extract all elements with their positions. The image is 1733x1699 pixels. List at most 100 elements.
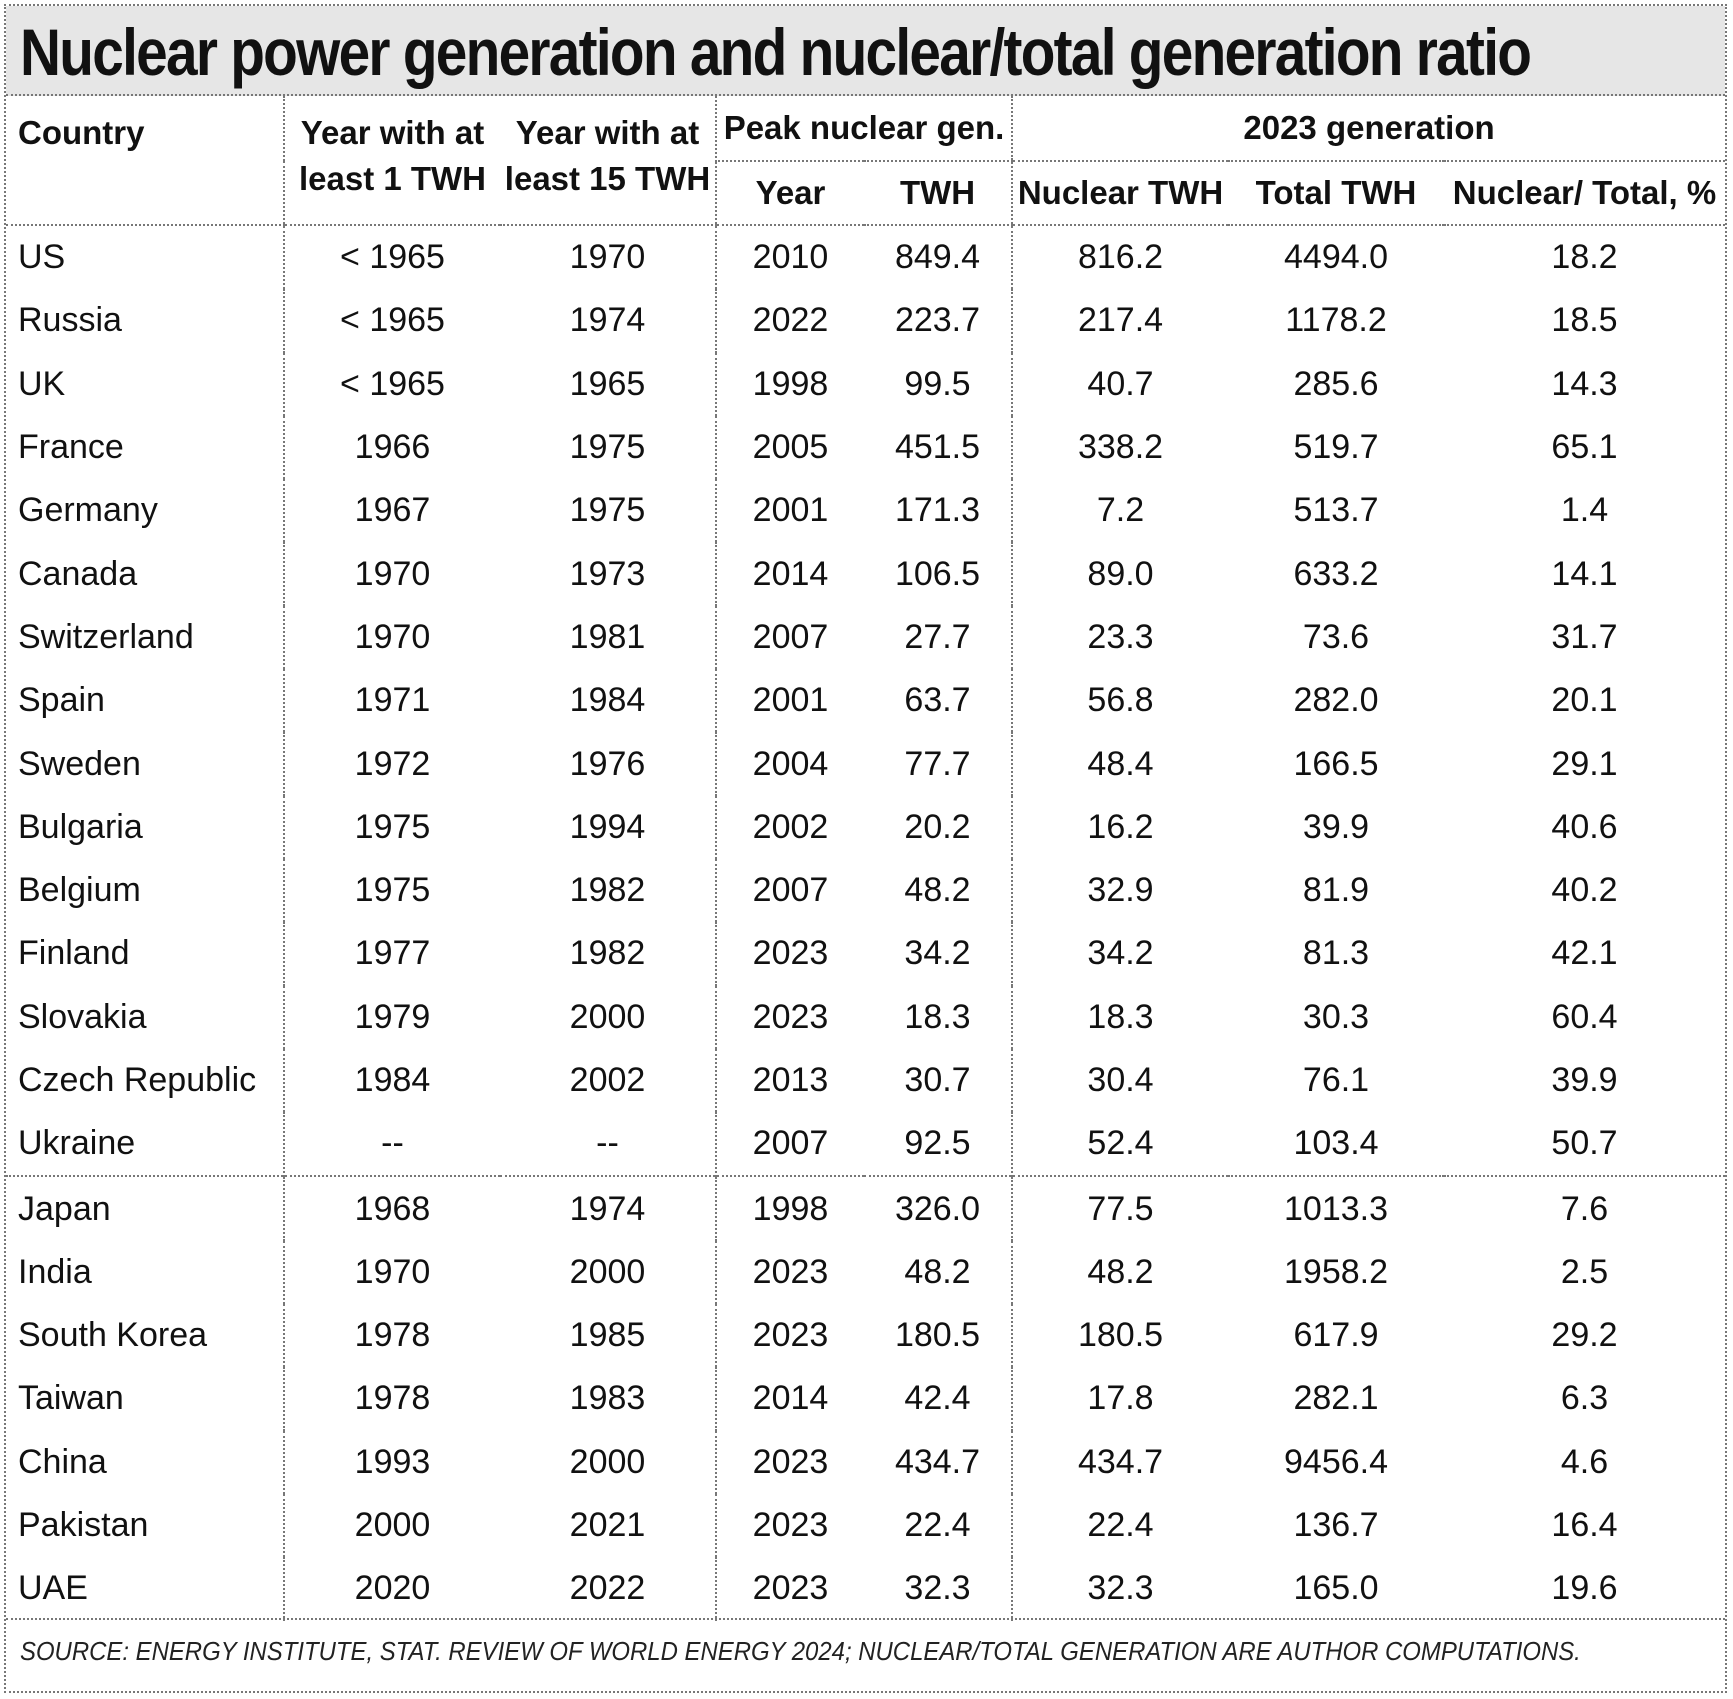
cell-total-twh: 165.0 bbox=[1293, 1569, 1379, 1608]
cell-total-twh: 633.2 bbox=[1293, 554, 1379, 593]
header-year-1twh: Year with at least 1 TWH bbox=[283, 96, 500, 226]
cell-total-twh: 136.7 bbox=[1293, 1506, 1379, 1545]
cell-peak-twh: 48.2 bbox=[904, 871, 971, 910]
cell-peak-twh: 223.7 bbox=[894, 301, 981, 340]
cell-country: Spain bbox=[18, 681, 105, 720]
cell-peak-year: 2023 bbox=[715, 922, 864, 986]
cell-nuclear-twh: 32.3 bbox=[1011, 1557, 1229, 1621]
source-bar: SOURCE: ENERGY INSTITUTE, STAT. REVIEW O… bbox=[6, 1618, 1725, 1689]
cell-peak-twh: 27.7 bbox=[904, 617, 971, 656]
cell-year-15twh: 2000 bbox=[569, 997, 646, 1036]
cell-peak-year: 2014 bbox=[715, 1367, 864, 1431]
cell-country: Pakistan bbox=[18, 1506, 149, 1545]
cell-total-twh: 166.5 bbox=[1293, 744, 1379, 783]
cell-peak-twh: 99.5 bbox=[904, 364, 971, 403]
cell-ratio: 60.4 bbox=[1551, 997, 1618, 1036]
table-row: Germany 1967 1975 2001 171.3 7.2 513.7 1.4 bbox=[6, 479, 1725, 543]
cell-year-15twh: 1984 bbox=[569, 681, 646, 720]
cell-ratio: 29.1 bbox=[1551, 744, 1618, 783]
cell-year-15twh: 1975 bbox=[569, 428, 646, 467]
cell-total-twh: 73.6 bbox=[1302, 617, 1370, 656]
header-nuclear-twh: Nuclear TWH bbox=[1011, 160, 1229, 226]
cell-year-15twh: 1982 bbox=[569, 871, 646, 910]
cell-peak-twh: 92.5 bbox=[904, 1124, 971, 1163]
cell-year-15twh: 1994 bbox=[569, 807, 646, 846]
cell-year-1twh: 2020 bbox=[283, 1557, 500, 1621]
cell-ratio: 65.1 bbox=[1551, 428, 1618, 467]
cell-ratio: 31.7 bbox=[1551, 617, 1618, 656]
cell-total-twh: 9456.4 bbox=[1284, 1442, 1389, 1481]
cell-total-twh: 103.4 bbox=[1293, 1124, 1379, 1163]
cell-peak-year: 2023 bbox=[715, 1493, 864, 1558]
cell-peak-twh: 171.3 bbox=[894, 491, 981, 530]
cell-peak-twh: 34.2 bbox=[904, 934, 971, 973]
cell-country: Finland bbox=[18, 934, 130, 973]
header-year-15twh: Year with at least 15 TWH bbox=[500, 96, 716, 226]
header-2023-group: 2023 generation bbox=[1011, 96, 1726, 162]
cell-ratio: 4.6 bbox=[1560, 1442, 1609, 1481]
cell-peak-twh: 63.7 bbox=[904, 681, 971, 720]
cell-total-twh: 513.7 bbox=[1293, 491, 1379, 530]
cell-peak-year: 2023 bbox=[715, 1557, 864, 1621]
cell-country: Belgium bbox=[18, 871, 141, 910]
nuclear-generation-table: Country Year with at least 1 TWH Year wi… bbox=[6, 96, 1726, 1621]
cell-ratio: 2.5 bbox=[1560, 1252, 1609, 1291]
cell-total-twh: 1178.2 bbox=[1285, 301, 1387, 340]
cell-total-twh: 1013.3 bbox=[1228, 1175, 1445, 1241]
table-row: Belgium 1975 1982 2007 48.2 32.9 81.9 40.2 bbox=[6, 858, 1725, 923]
table-row: Finland 1977 1982 2023 34.2 34.2 81.3 42.1 bbox=[6, 922, 1725, 986]
table-row: Taiwan 1978 1983 2014 42.4 17.8 282.1 6.3 bbox=[6, 1367, 1725, 1431]
cell-country: Japan bbox=[6, 1175, 284, 1241]
cell-year-1twh: 1977 bbox=[283, 922, 500, 986]
cell-year-1twh: 1979 bbox=[283, 985, 500, 1049]
cell-nuclear-twh: 89.0 bbox=[1011, 542, 1229, 606]
header-country: Country bbox=[6, 96, 284, 226]
cell-nuclear-twh: 7.2 bbox=[1011, 479, 1229, 543]
cell-ratio: 16.4 bbox=[1551, 1506, 1618, 1545]
cell-year-15twh: 1973 bbox=[569, 554, 646, 593]
table-row: Spain 1971 1984 2001 63.7 56.8 282.0 20.1 bbox=[6, 669, 1725, 733]
cell-country: Switzerland bbox=[18, 617, 194, 656]
cell-ratio: 1.4 bbox=[1560, 491, 1609, 530]
cell-total-twh: 30.3 bbox=[1302, 997, 1370, 1036]
cell-nuclear-twh: 434.7 bbox=[1011, 1430, 1229, 1494]
cell-year-1twh: 1966 bbox=[283, 415, 500, 480]
cell-peak-twh: 22.4 bbox=[904, 1506, 971, 1545]
table-row: Russia < 1965 1974 2022 223.7 217.4 1178.2 18.5 bbox=[6, 289, 1725, 353]
cell-nuclear-twh: 34.2 bbox=[1011, 922, 1229, 986]
cell-nuclear-twh: 40.7 bbox=[1011, 352, 1229, 416]
cell-nuclear-twh: 22.4 bbox=[1011, 1493, 1229, 1558]
cell-nuclear-twh: 56.8 bbox=[1011, 669, 1229, 733]
table-row: UK < 1965 1965 1998 99.5 40.7 285.6 14.3 bbox=[6, 352, 1725, 416]
cell-country: Czech Republic bbox=[18, 1061, 257, 1099]
cell-total-twh: 39.9 bbox=[1302, 807, 1370, 846]
table-body: US < 1965 1970 2010 849.4 816.2 4494.0 18.2 Russ… bbox=[6, 225, 1726, 1621]
cell-total-twh: 4494.0 bbox=[1284, 238, 1389, 277]
table-row: Czech Republic 1984 2002 2013 30.7 30.4 76.1 39… bbox=[6, 1048, 1725, 1113]
cell-peak-year: 1998 bbox=[715, 352, 864, 416]
cell-year-15twh: 1970 bbox=[569, 238, 646, 277]
cell-year-15twh: 1975 bbox=[569, 491, 646, 530]
cell-country: Bulgaria bbox=[18, 807, 143, 846]
cell-year-15twh: 2021 bbox=[569, 1506, 646, 1545]
cell-year-1twh: 1970 bbox=[283, 542, 500, 606]
cell-year-1twh: 1970 bbox=[283, 1240, 500, 1305]
cell-ratio: 50.7 bbox=[1551, 1124, 1618, 1163]
cell-peak-year: 2005 bbox=[715, 415, 864, 480]
cell-peak-year: 1998 bbox=[715, 1175, 864, 1241]
cell-nuclear-twh: 32.9 bbox=[1011, 858, 1229, 923]
cell-year-1twh: 1967 bbox=[283, 479, 500, 543]
cell-year-1twh: < 1965 bbox=[283, 352, 500, 416]
cell-country: Ukraine bbox=[18, 1124, 136, 1163]
cell-peak-year: 2013 bbox=[715, 1048, 864, 1113]
cell-year-1twh: < 1965 bbox=[283, 225, 500, 290]
header-peak-group: Peak nuclear gen. bbox=[714, 96, 1013, 162]
cell-country: China bbox=[18, 1442, 107, 1481]
cell-peak-year: 2002 bbox=[715, 795, 864, 859]
cell-ratio: 18.2 bbox=[1551, 238, 1618, 277]
cell-nuclear-twh: 816.2 bbox=[1011, 225, 1229, 290]
cell-peak-year: 2022 bbox=[715, 289, 864, 353]
cell-year-15twh: 1974 bbox=[569, 301, 646, 340]
cell-peak-twh: 77.7 bbox=[904, 744, 971, 783]
cell-ratio: 39.9 bbox=[1551, 1061, 1618, 1099]
